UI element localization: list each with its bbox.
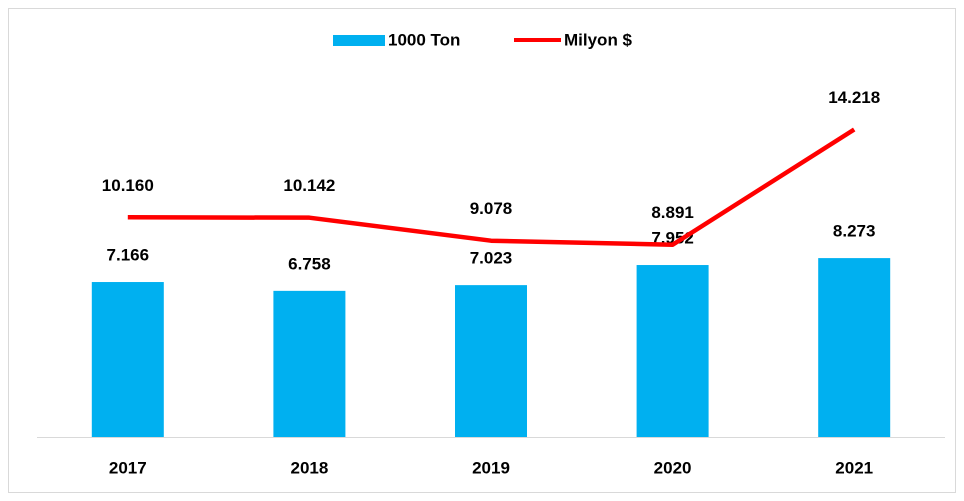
x-tick-label: 2017 xyxy=(109,458,147,477)
bar xyxy=(455,285,527,437)
bar xyxy=(636,265,709,437)
line-value-label: 10.160 xyxy=(102,176,154,195)
line-value-label: 9.078 xyxy=(470,199,513,218)
line-value-label: 8.891 xyxy=(651,203,694,222)
legend-label: Milyon $ xyxy=(564,30,633,49)
x-tick-label: 2021 xyxy=(835,458,873,477)
bar-value-label: 7.023 xyxy=(470,249,513,268)
line-value-label: 14.218 xyxy=(828,88,880,107)
legend-swatch xyxy=(333,35,385,46)
bar-value-label: 7.166 xyxy=(107,246,150,265)
x-tick-label: 2018 xyxy=(290,458,328,477)
x-tick-label: 2019 xyxy=(472,458,510,477)
x-tick-label: 2020 xyxy=(654,458,692,477)
bar-value-label: 6.758 xyxy=(288,254,331,273)
bar-value-label: 8.273 xyxy=(833,222,876,241)
bar xyxy=(91,282,164,437)
bar xyxy=(273,290,346,437)
line xyxy=(127,127,856,247)
bar xyxy=(818,258,891,437)
line-value-label: 10.142 xyxy=(283,176,335,195)
legend-label: 1000 Ton xyxy=(388,30,460,49)
